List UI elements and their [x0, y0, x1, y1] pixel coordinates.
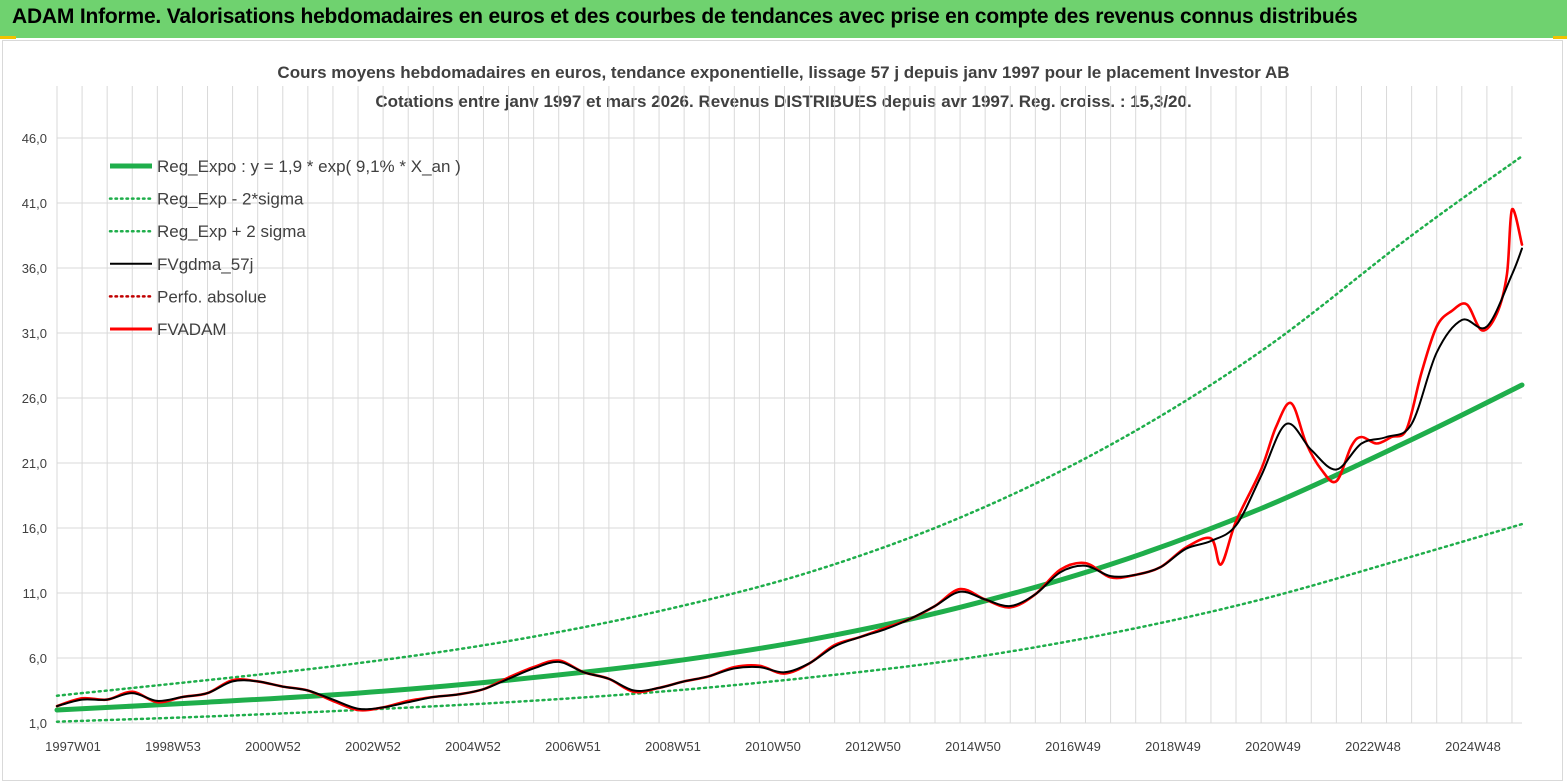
y-tick-label: 31,0: [22, 326, 47, 341]
header-title: ADAM Informe. Valorisations hebdomadaire…: [12, 5, 1358, 28]
x-tick-label: 2000W52: [245, 739, 301, 754]
y-tick-label: 41,0: [22, 196, 47, 211]
legend-label-fvgdma: FVgdma_57j: [157, 255, 253, 274]
series-line-reg_plus: [55, 154, 1524, 697]
x-tick-label: 2010W50: [745, 739, 801, 754]
y-tick-label: 46,0: [22, 131, 47, 146]
gridlines: [56, 86, 1522, 724]
y-tick-label: 6,0: [29, 651, 47, 666]
y-tick-label: 1,0: [29, 716, 47, 731]
legend-label-fvadam: FVADAM: [157, 320, 227, 339]
y-tick-label: 11,0: [23, 586, 47, 601]
legend-label-reg_minus: Reg_Exp - 2*sigma: [157, 190, 304, 209]
x-tick-label: 2020W49: [1245, 739, 1301, 754]
y-tick-label: 36,0: [22, 261, 47, 276]
legend-label-reg_expo: Reg_Expo : y = 1,9 * exp( 9,1% * X_an ): [157, 157, 461, 176]
x-tick-label: 1997W01: [45, 739, 101, 754]
series-line-fvgdma: [56, 247, 1523, 711]
x-tick-label: 2024W48: [1445, 739, 1501, 754]
y-tick-label: 21,0: [22, 456, 47, 471]
x-tick-label: 2018W49: [1145, 739, 1201, 754]
banner-accent-right: [1553, 36, 1567, 39]
x-tick-label: 2016W49: [1045, 739, 1101, 754]
banner-accent-left: [0, 36, 16, 39]
x-tick-label: 2006W51: [545, 739, 601, 754]
x-tick-label: 1998W53: [145, 739, 201, 754]
series-line-fvadam: [55, 208, 1524, 712]
y-tick-label: 26,0: [22, 391, 47, 406]
x-tick-label: 2014W50: [945, 739, 1001, 754]
x-tick-label: 2004W52: [445, 739, 501, 754]
legend: Reg_Expo : y = 1,9 * exp( 9,1% * X_an ) R…: [108, 157, 461, 339]
chart-title: Cours moyens hebdomadaires en euros, ten…: [277, 63, 1290, 82]
series-line-reg_expo: [54, 382, 1525, 713]
x-tick-label: 2022W48: [1345, 739, 1401, 754]
x-tick-label: 2002W52: [345, 739, 401, 754]
x-tick-label: 2008W51: [645, 739, 701, 754]
header-banner: ADAM Informe. Valorisations hebdomadaire…: [0, 0, 1567, 38]
y-tick-label: 16,0: [22, 521, 47, 536]
series-layer: [54, 154, 1525, 723]
chart-frame: [2, 40, 1563, 781]
axis-labels: 1,0 6,0 11,0 16,0 21,0 26,0 31,0 36,0 41,0 46,0 19…: [22, 131, 1501, 754]
x-tick-label: 2012W50: [845, 739, 901, 754]
legend-label-reg_plus: Reg_Exp + 2 sigma: [157, 222, 306, 241]
series-line-reg_minus: [55, 522, 1524, 723]
legend-label-perfo: Perfo. absolue: [157, 287, 267, 306]
chart-subtitle: Cotations entre janv 1997 et mars 2026. …: [375, 92, 1192, 111]
